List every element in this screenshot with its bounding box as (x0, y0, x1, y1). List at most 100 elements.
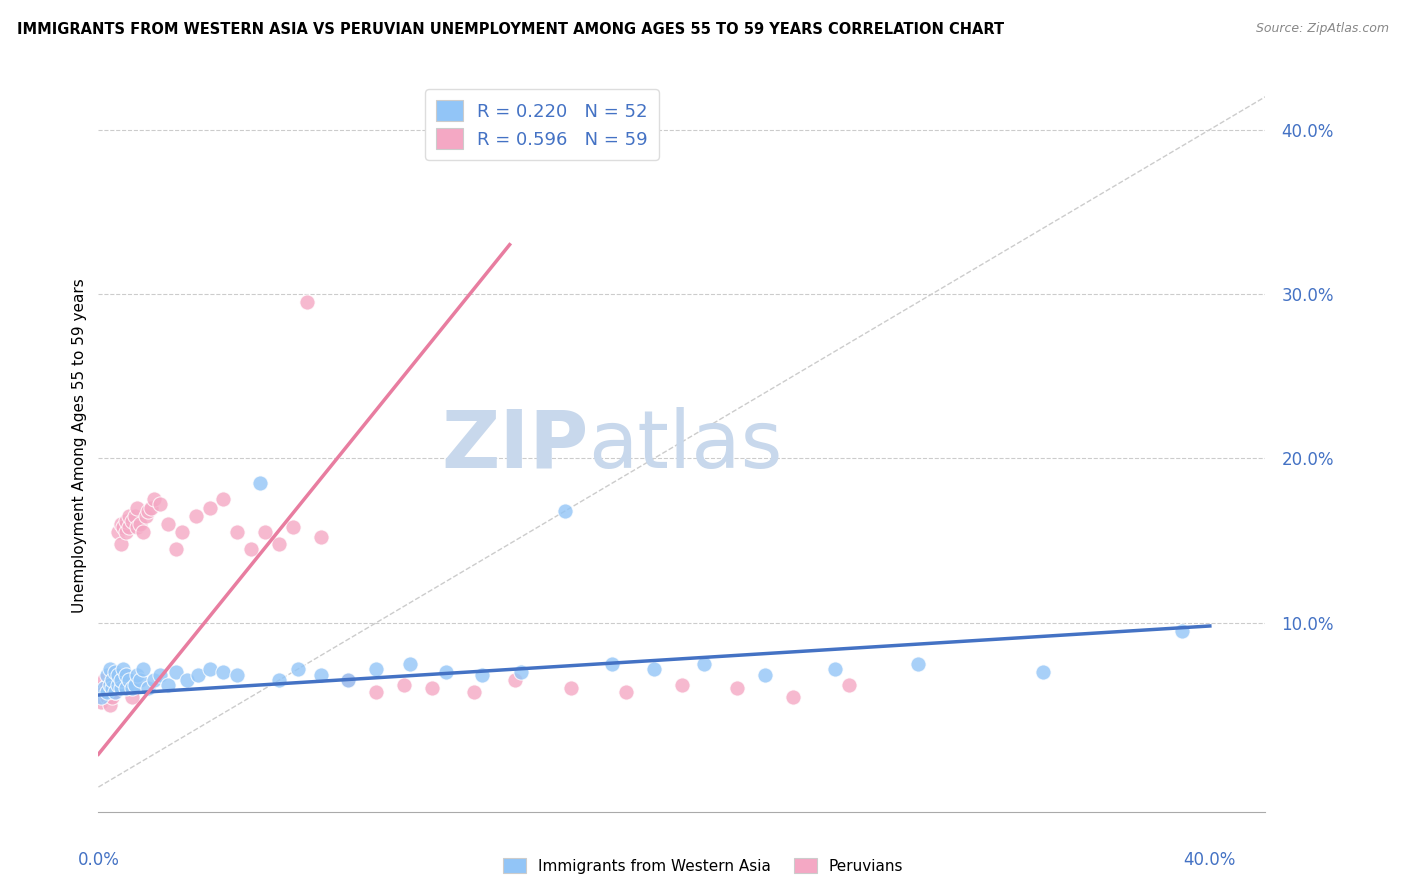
Point (107, 678, 129, 692)
Point (782, 690, 804, 704)
Point (554, 504, 576, 518)
Point (463, 684, 485, 698)
Point (101, 681, 124, 696)
Point (143, 492, 166, 507)
Point (212, 492, 235, 507)
Legend: R = 0.220   N = 52, R = 0.596   N = 59: R = 0.220 N = 52, R = 0.596 N = 59 (425, 89, 659, 160)
Text: 40.0%: 40.0% (1184, 851, 1236, 869)
Point (392, 678, 415, 692)
Point (249, 475, 271, 490)
Point (90, 690, 112, 704)
Text: 0.0%: 0.0% (77, 851, 120, 869)
Point (132, 525, 155, 540)
Legend: Immigrants from Western Asia, Peruvians: Immigrants from Western Asia, Peruvians (496, 852, 910, 880)
Point (281, 520, 304, 534)
Point (101, 668, 124, 682)
Point (107, 678, 129, 692)
Point (115, 514, 138, 528)
Point (124, 508, 146, 523)
Point (614, 684, 637, 698)
Point (156, 517, 179, 532)
Point (337, 673, 360, 688)
Text: Source: ZipAtlas.com: Source: ZipAtlas.com (1256, 22, 1389, 36)
Point (104, 684, 127, 698)
Point (148, 497, 170, 511)
Point (165, 541, 187, 556)
Point (727, 681, 749, 696)
Point (104, 665, 127, 679)
Point (824, 662, 846, 676)
Point (127, 520, 149, 534)
Point (366, 684, 388, 698)
Point (671, 678, 693, 692)
Point (309, 530, 332, 544)
Point (309, 668, 332, 682)
Point (96, 690, 118, 704)
Point (107, 525, 129, 540)
Point (240, 541, 263, 556)
Point (170, 525, 193, 540)
Point (115, 681, 138, 696)
Point (267, 673, 290, 688)
Point (420, 681, 443, 696)
Point (96, 678, 118, 692)
Point (141, 500, 163, 515)
Point (110, 537, 132, 551)
Point (96, 684, 118, 698)
Point (165, 665, 187, 679)
Point (503, 673, 526, 688)
Point (295, 295, 318, 310)
Point (101, 690, 124, 704)
Point (96, 668, 118, 682)
Point (366, 662, 388, 676)
Point (176, 673, 198, 688)
Point (337, 673, 360, 688)
Point (138, 681, 160, 696)
Point (121, 690, 143, 704)
Point (693, 657, 716, 671)
Point (110, 517, 132, 532)
Point (124, 678, 146, 692)
Point (121, 514, 143, 528)
Point (198, 662, 221, 676)
Point (135, 508, 157, 523)
Point (129, 673, 152, 688)
Point (907, 657, 929, 671)
Point (101, 673, 124, 688)
Point (754, 668, 776, 682)
Point (104, 673, 127, 688)
Point (226, 668, 249, 682)
Point (1032, 665, 1054, 679)
Text: ZIP: ZIP (441, 407, 589, 485)
Point (110, 681, 132, 696)
Point (267, 537, 290, 551)
Point (90, 681, 112, 696)
Point (509, 665, 531, 679)
Point (104, 684, 127, 698)
Point (226, 525, 249, 540)
Point (560, 681, 582, 696)
Point (112, 520, 135, 534)
Point (434, 665, 457, 679)
Point (198, 500, 221, 515)
Point (143, 673, 166, 688)
Point (118, 520, 141, 534)
Point (187, 668, 209, 682)
Point (115, 525, 138, 540)
Point (838, 678, 860, 692)
Point (398, 657, 420, 671)
Point (148, 668, 170, 682)
Text: atlas: atlas (589, 407, 783, 485)
Point (110, 673, 132, 688)
Point (118, 673, 141, 688)
Point (98, 678, 121, 692)
Point (112, 668, 135, 682)
Point (98, 684, 121, 698)
Point (212, 665, 235, 679)
Point (98, 662, 121, 676)
Point (93, 684, 115, 698)
Point (643, 662, 665, 676)
Point (90, 695, 112, 709)
Point (115, 668, 138, 682)
Point (93, 681, 115, 696)
